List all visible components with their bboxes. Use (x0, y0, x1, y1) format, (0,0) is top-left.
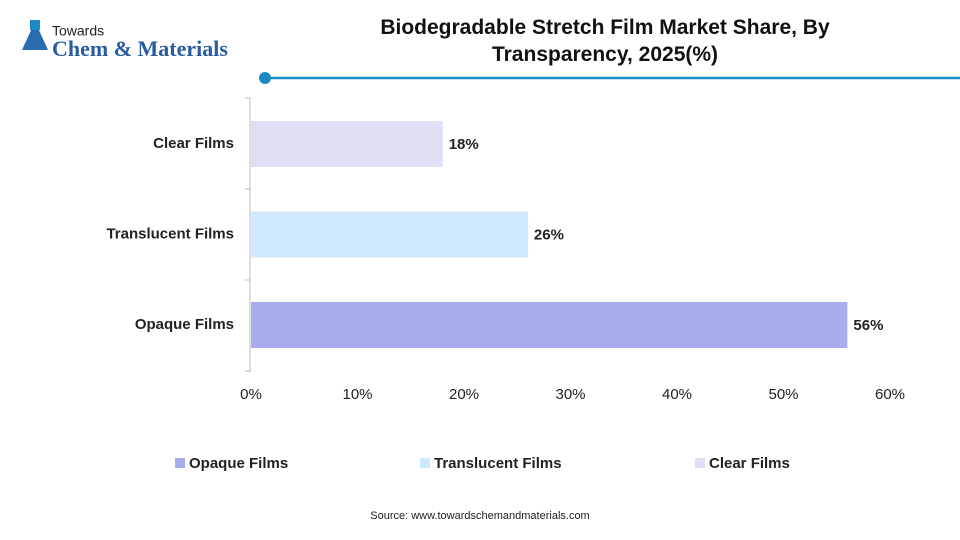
value-label: 56% (853, 317, 883, 334)
x-tick-label: 0% (240, 386, 262, 403)
logo-text: Chem & Materials (52, 36, 228, 61)
x-tick-label: 60% (875, 386, 905, 403)
legend-label: Opaque Films (189, 455, 288, 472)
y-tick-label: Translucent Films (106, 225, 234, 242)
logo: Towards Chem & Materials (22, 20, 228, 61)
y-tick-label: Clear Films (153, 135, 234, 152)
logo-icon (22, 28, 48, 50)
bar (251, 121, 443, 167)
y-tick-label: Opaque Films (135, 316, 234, 333)
logo-icon (30, 20, 40, 30)
logo-text: Towards (52, 23, 104, 39)
bar (251, 211, 528, 258)
value-label: 18% (449, 136, 479, 153)
header-dot (259, 72, 271, 84)
chart-title: Biodegradable Stretch Film Market Share,… (380, 16, 830, 66)
x-tick-label: 40% (662, 386, 692, 403)
x-tick-label: 50% (768, 386, 798, 403)
source: Source: www.towardschemandmaterials.com (370, 510, 589, 522)
legend-label: Clear Films (709, 455, 790, 472)
legend-swatch (420, 458, 430, 468)
x-tick-label: 20% (449, 386, 479, 403)
value-label: 26% (534, 226, 564, 243)
x-tick-label: 10% (342, 386, 372, 403)
x-tick-label: 30% (555, 386, 585, 403)
bar (251, 302, 848, 348)
legend-swatch (175, 458, 185, 468)
legend-swatch (695, 458, 705, 468)
legend-label: Translucent Films (434, 455, 562, 472)
